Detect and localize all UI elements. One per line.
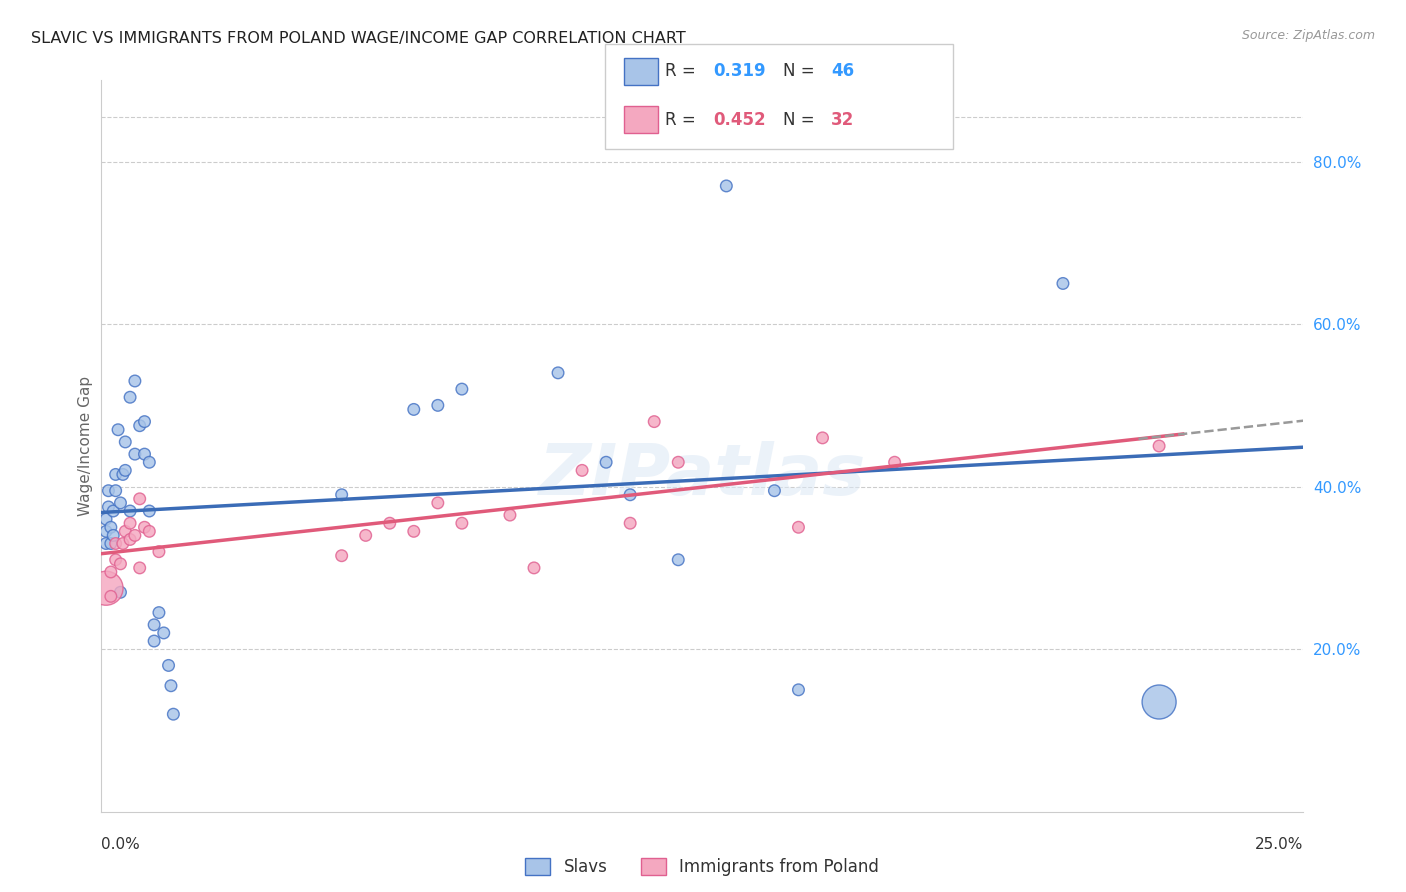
Y-axis label: Wage/Income Gap: Wage/Income Gap: [77, 376, 93, 516]
Text: 0.452: 0.452: [713, 111, 765, 128]
Point: [1052, 277, 1074, 291]
Point: [152, 626, 174, 640]
Point: [110, 496, 132, 510]
Point: [499, 508, 522, 522]
Point: [100, 565, 122, 579]
Text: Source: ZipAtlas.com: Source: ZipAtlas.com: [1241, 29, 1375, 42]
Point: [104, 536, 127, 550]
Point: [619, 488, 641, 502]
Point: [134, 520, 156, 534]
Point: [1147, 439, 1170, 453]
Point: [124, 447, 146, 461]
Point: [716, 178, 738, 193]
Point: [402, 402, 425, 417]
Point: [104, 553, 127, 567]
Point: [97, 500, 120, 514]
Point: [1147, 695, 1170, 709]
Point: [128, 561, 150, 575]
Point: [110, 585, 132, 599]
Point: [547, 366, 569, 380]
Point: [426, 398, 449, 412]
Point: [94, 536, 117, 550]
Point: [120, 390, 142, 404]
Point: [110, 557, 132, 571]
Point: [426, 496, 449, 510]
Point: [787, 682, 810, 697]
Point: [666, 455, 689, 469]
Point: [354, 528, 377, 542]
Point: [104, 483, 127, 498]
Point: [619, 516, 641, 531]
Point: [124, 374, 146, 388]
Point: [128, 491, 150, 506]
Point: [162, 707, 184, 722]
Point: [103, 504, 125, 518]
Text: 32: 32: [831, 111, 855, 128]
Point: [128, 418, 150, 433]
Text: 0.0%: 0.0%: [101, 837, 141, 852]
Point: [330, 549, 353, 563]
Point: [378, 516, 401, 531]
Text: ZIPatlas: ZIPatlas: [538, 441, 866, 509]
Point: [330, 488, 353, 502]
Text: 25.0%: 25.0%: [1256, 837, 1303, 852]
Point: [94, 512, 117, 526]
Point: [811, 431, 834, 445]
Point: [100, 536, 122, 550]
Point: [114, 434, 136, 449]
Text: 46: 46: [831, 62, 853, 80]
Point: [103, 528, 125, 542]
Point: [120, 516, 142, 531]
Point: [111, 536, 134, 550]
Point: [763, 483, 786, 498]
Point: [120, 533, 142, 547]
Point: [883, 455, 905, 469]
Point: [643, 415, 665, 429]
Point: [143, 634, 166, 648]
Point: [666, 553, 689, 567]
Text: R =: R =: [665, 111, 702, 128]
Point: [402, 524, 425, 539]
Point: [157, 658, 180, 673]
Text: SLAVIC VS IMMIGRANTS FROM POLAND WAGE/INCOME GAP CORRELATION CHART: SLAVIC VS IMMIGRANTS FROM POLAND WAGE/IN…: [31, 31, 686, 46]
Point: [114, 524, 136, 539]
Text: 0.319: 0.319: [713, 62, 765, 80]
Point: [100, 520, 122, 534]
Point: [134, 415, 156, 429]
Text: N =: N =: [783, 111, 820, 128]
Point: [138, 504, 160, 518]
Point: [160, 679, 183, 693]
Point: [595, 455, 617, 469]
Point: [100, 590, 122, 604]
Point: [114, 463, 136, 477]
Point: [107, 423, 129, 437]
Point: [138, 455, 160, 469]
Point: [124, 528, 146, 542]
Point: [111, 467, 134, 482]
Point: [148, 606, 170, 620]
Point: [134, 447, 156, 461]
Point: [571, 463, 593, 477]
Point: [94, 581, 117, 595]
Text: N =: N =: [783, 62, 820, 80]
Point: [120, 504, 142, 518]
Point: [104, 467, 127, 482]
Point: [523, 561, 546, 575]
Point: [94, 524, 117, 539]
Point: [143, 617, 166, 632]
Legend: Slavs, Immigrants from Poland: Slavs, Immigrants from Poland: [519, 851, 886, 882]
Text: R =: R =: [665, 62, 702, 80]
Point: [148, 544, 170, 558]
Point: [97, 483, 120, 498]
Point: [138, 524, 160, 539]
Point: [787, 520, 810, 534]
Point: [451, 516, 474, 531]
Point: [451, 382, 474, 396]
